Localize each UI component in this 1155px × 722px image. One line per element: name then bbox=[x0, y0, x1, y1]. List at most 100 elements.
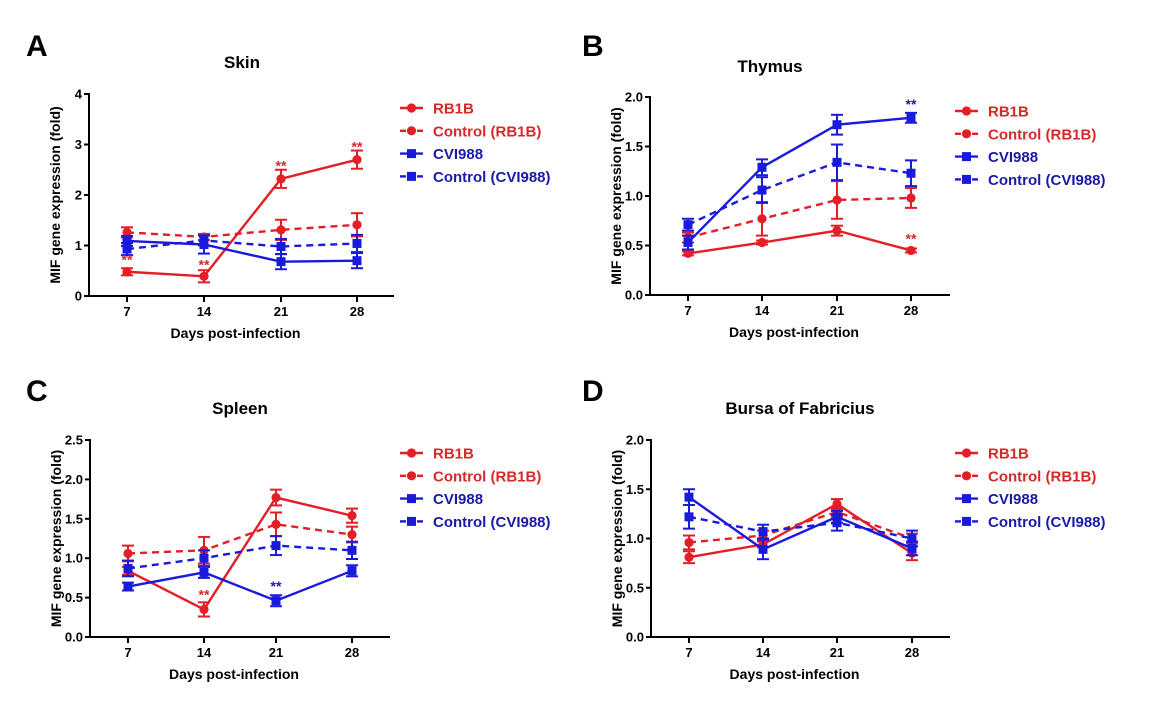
y-tick-label: 2.0 bbox=[65, 472, 83, 487]
x-tick-label: 21 bbox=[274, 304, 288, 319]
data-point bbox=[199, 567, 209, 577]
legend-marker bbox=[407, 494, 416, 504]
data-point bbox=[832, 120, 842, 130]
panel-d: D Bursa of Fabricius 0.0 0.5 1.0 1.5 2.0 7 14 21 2… bbox=[582, 375, 1106, 682]
data-point bbox=[199, 553, 209, 563]
x-tick-label: 28 bbox=[350, 304, 364, 319]
panel-letter: D bbox=[582, 375, 604, 408]
y-tick-label: 2.0 bbox=[626, 433, 644, 448]
legend: RB1B Control (RB1B) CVI988 Control (CVI988) bbox=[400, 101, 551, 186]
legend-item: CVI988 bbox=[400, 146, 483, 163]
significance-marker: ** bbox=[199, 257, 210, 273]
legend-item: CVI988 bbox=[400, 491, 483, 508]
data-point bbox=[123, 582, 133, 592]
x-axis-label: Days post-infection bbox=[730, 666, 860, 682]
series-control-cvi988 bbox=[121, 233, 363, 257]
legend-label: Control (CVI988) bbox=[433, 169, 551, 186]
panel-letter: B bbox=[582, 30, 604, 63]
legend-label: Control (CVI988) bbox=[433, 514, 551, 531]
y-tick-label: 1 bbox=[75, 238, 82, 253]
y-tick-label: 0 bbox=[75, 289, 82, 304]
panel-title: Skin bbox=[224, 53, 260, 72]
y-tick-label: 0.5 bbox=[65, 590, 83, 605]
data-point bbox=[906, 193, 916, 203]
series-cvi988 bbox=[682, 111, 917, 251]
legend-marker bbox=[961, 448, 972, 458]
data-point bbox=[352, 155, 362, 165]
legend-item: Control (CVI988) bbox=[400, 514, 551, 531]
data-point bbox=[276, 257, 286, 267]
data-point bbox=[271, 492, 281, 503]
y-axis-label: MIF gene expression (fold) bbox=[47, 106, 63, 283]
data-point bbox=[122, 267, 132, 277]
legend-label: RB1B bbox=[433, 101, 474, 118]
legend-label: Control (RB1B) bbox=[433, 468, 541, 485]
data-point bbox=[832, 195, 842, 205]
x-tick-label: 14 bbox=[197, 645, 212, 660]
y-tick-label: 2.0 bbox=[625, 90, 643, 105]
legend: RB1B Control (RB1B) CVI988 Control (CVI988) bbox=[400, 446, 551, 531]
series-line bbox=[687, 116, 912, 244]
x-axis-label: Days post-infection bbox=[169, 666, 299, 682]
data-point bbox=[122, 236, 132, 246]
data-point bbox=[832, 518, 842, 528]
data-point bbox=[352, 238, 362, 248]
data-point bbox=[758, 527, 768, 537]
y-tick-label: 4 bbox=[75, 87, 83, 102]
legend-marker bbox=[406, 471, 417, 481]
y-tick-label: 0.5 bbox=[626, 580, 644, 595]
legend-item: Control (RB1B) bbox=[400, 468, 541, 485]
data-point bbox=[907, 534, 917, 543]
legend-item: Control (CVI988) bbox=[955, 514, 1106, 531]
series-control-cvi988 bbox=[122, 535, 358, 578]
data-point bbox=[684, 492, 694, 502]
legend-label: RB1B bbox=[988, 446, 1029, 463]
legend-marker bbox=[961, 106, 972, 116]
y-tick-label: 0.0 bbox=[626, 630, 644, 645]
data-point bbox=[271, 541, 281, 551]
x-tick-label: 28 bbox=[345, 645, 359, 660]
legend-marker bbox=[962, 174, 971, 184]
y-axis-label: MIF gene expression (fold) bbox=[609, 450, 625, 627]
series-control-cvi988 bbox=[683, 504, 918, 548]
data-point bbox=[832, 157, 842, 167]
panel-letter: C bbox=[26, 375, 48, 408]
series-line bbox=[127, 569, 353, 603]
x-tick-label: 14 bbox=[756, 645, 771, 660]
legend-label: Control (RB1B) bbox=[433, 123, 541, 140]
series-rb1b bbox=[121, 149, 363, 284]
data-point bbox=[757, 237, 767, 248]
legend-label: CVI988 bbox=[988, 491, 1038, 508]
y-tick-label: 0.0 bbox=[625, 288, 643, 303]
significance-marker: ** bbox=[906, 96, 917, 112]
series-line bbox=[127, 523, 353, 555]
data-point bbox=[347, 529, 357, 540]
y-tick-label: 2.5 bbox=[65, 433, 83, 448]
y-tick-label: 1.5 bbox=[625, 139, 643, 154]
legend-label: CVI988 bbox=[988, 149, 1038, 166]
significance-marker: ** bbox=[276, 158, 287, 174]
series-line bbox=[687, 161, 912, 226]
legend-marker bbox=[406, 448, 417, 458]
y-tick-label: 3 bbox=[75, 137, 82, 152]
panel-c: C Spleen 0.0 0.5 1.0 1.5 2.0 2.5 7 14 21 28 Days pos… bbox=[26, 375, 551, 682]
data-point bbox=[347, 545, 357, 555]
data-point bbox=[123, 548, 133, 559]
data-point bbox=[757, 162, 767, 172]
data-point bbox=[906, 168, 916, 178]
data-point bbox=[832, 226, 842, 236]
x-axis-label: Days post-infection bbox=[729, 324, 859, 340]
x-tick-label: 7 bbox=[685, 645, 692, 660]
legend: RB1B Control (RB1B) CVI988 Control (CVI988) bbox=[955, 446, 1106, 531]
significance-marker: ** bbox=[352, 139, 363, 155]
legend-item: RB1B bbox=[400, 446, 474, 463]
x-tick-label: 28 bbox=[904, 303, 918, 318]
series-rb1b bbox=[683, 498, 918, 565]
data-point bbox=[122, 227, 132, 237]
data-point bbox=[199, 235, 209, 245]
legend-marker bbox=[962, 494, 971, 504]
legend-marker bbox=[407, 149, 416, 159]
data-point bbox=[122, 244, 132, 254]
y-tick-label: 1.0 bbox=[625, 189, 643, 204]
